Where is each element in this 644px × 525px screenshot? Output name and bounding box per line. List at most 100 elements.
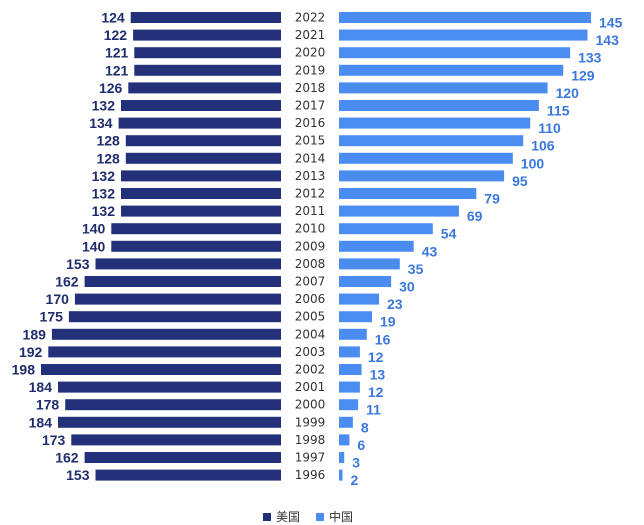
bar-cn-2014 xyxy=(339,152,513,164)
bar-us-2021 xyxy=(133,29,281,41)
legend-swatch-us xyxy=(263,513,271,521)
value-label-cn-2001: 12 xyxy=(368,384,384,400)
bar-cn-2021 xyxy=(339,29,588,41)
value-label-us-2012: 132 xyxy=(92,186,116,202)
bar-us-2018 xyxy=(128,82,281,94)
bar-cn-1997 xyxy=(339,452,345,463)
year-label-2005: 2005 xyxy=(295,310,326,324)
bar-us-2017 xyxy=(121,100,281,111)
value-label-cn-1999: 8 xyxy=(361,419,369,435)
value-label-cn-2012: 79 xyxy=(484,191,500,207)
bar-cn-2007 xyxy=(339,276,392,287)
bar-cn-2011 xyxy=(339,205,459,217)
bar-us-1996 xyxy=(95,469,281,481)
bars-layer xyxy=(41,12,591,481)
value-label-cn-2009: 43 xyxy=(422,243,438,259)
value-label-cn-2006: 23 xyxy=(387,296,403,312)
bar-us-1999 xyxy=(58,416,281,428)
value-label-cn-2000: 11 xyxy=(366,402,381,418)
year-label-2003: 2003 xyxy=(295,345,326,359)
value-label-us-2015: 128 xyxy=(96,133,120,149)
bar-us-2007 xyxy=(84,276,281,287)
value-label-cn-2019: 129 xyxy=(571,67,595,83)
year-label-1999: 1999 xyxy=(295,415,326,429)
year-label-2016: 2016 xyxy=(295,116,326,130)
value-label-us-2018: 126 xyxy=(99,80,123,96)
value-label-us-1996: 153 xyxy=(66,467,90,483)
year-label-2008: 2008 xyxy=(295,257,326,271)
value-label-cn-2014: 100 xyxy=(521,155,545,171)
bar-us-1997 xyxy=(84,452,281,463)
legend-label-cn: 中国 xyxy=(329,509,353,524)
value-label-cn-2005: 19 xyxy=(380,314,396,330)
value-label-us-2014: 128 xyxy=(96,150,120,166)
year-label-2013: 2013 xyxy=(295,169,326,183)
value-label-cn-2018: 120 xyxy=(556,85,580,101)
value-label-cn-2004: 16 xyxy=(375,331,391,347)
bar-us-2015 xyxy=(125,135,281,147)
value-label-cn-1996: 2 xyxy=(351,472,359,488)
legend-swatch-cn xyxy=(316,513,324,521)
bar-cn-2019 xyxy=(339,64,564,76)
year-label-2006: 2006 xyxy=(295,292,326,306)
value-label-cn-2020: 133 xyxy=(578,50,602,66)
year-label-1998: 1998 xyxy=(295,433,326,447)
year-label-2002: 2002 xyxy=(295,363,326,377)
value-label-us-2008: 153 xyxy=(66,256,90,272)
year-label-2022: 2022 xyxy=(295,11,326,25)
bar-us-2002 xyxy=(41,364,281,375)
value-label-us-1999: 184 xyxy=(29,414,53,430)
bar-cn-2008 xyxy=(339,258,400,270)
value-label-us-2011: 132 xyxy=(92,203,116,219)
bar-us-2001 xyxy=(58,381,281,393)
value-label-cn-2017: 115 xyxy=(547,103,570,119)
bar-us-2019 xyxy=(134,64,281,76)
value-label-us-2006: 170 xyxy=(46,291,70,307)
year-label-2007: 2007 xyxy=(295,275,326,289)
bar-cn-1996 xyxy=(339,469,343,481)
value-label-cn-2021: 143 xyxy=(596,32,620,48)
value-label-cn-2022: 145 xyxy=(599,15,623,31)
value-label-us-2016: 134 xyxy=(89,115,113,131)
year-label-2021: 2021 xyxy=(295,28,326,42)
year-label-1996: 1996 xyxy=(295,468,326,482)
value-label-cn-2003: 12 xyxy=(368,349,384,365)
bar-us-2006 xyxy=(74,293,282,305)
year-label-2018: 2018 xyxy=(295,81,326,95)
value-label-cn-2002: 13 xyxy=(370,367,386,383)
value-label-cn-2008: 35 xyxy=(408,261,424,277)
year-label-2001: 2001 xyxy=(295,380,326,394)
bar-cn-2016 xyxy=(339,117,531,129)
value-label-cn-2013: 95 xyxy=(512,173,528,189)
bar-us-2004 xyxy=(51,328,282,340)
year-label-2015: 2015 xyxy=(295,134,326,148)
bar-us-2009 xyxy=(111,240,281,252)
bar-us-2012 xyxy=(121,188,281,199)
year-label-2019: 2019 xyxy=(295,63,326,77)
value-label-cn-1997: 3 xyxy=(352,455,360,471)
year-label-2010: 2010 xyxy=(295,222,326,236)
year-label-2000: 2000 xyxy=(295,398,326,412)
bar-cn-2003 xyxy=(339,346,360,358)
bar-cn-2001 xyxy=(339,381,360,393)
bar-cn-2013 xyxy=(339,170,505,182)
bar-cn-2009 xyxy=(339,240,414,252)
value-label-us-2022: 124 xyxy=(101,10,125,26)
value-label-us-2020: 121 xyxy=(105,45,129,61)
value-label-cn-2016: 110 xyxy=(538,120,561,136)
year-label-1997: 1997 xyxy=(295,451,326,465)
bar-us-2011 xyxy=(121,205,281,217)
value-label-cn-1998: 6 xyxy=(357,437,365,453)
year-label-2004: 2004 xyxy=(295,327,326,341)
value-label-cn-2010: 54 xyxy=(441,226,457,242)
value-label-us-1998: 173 xyxy=(42,432,66,448)
bar-cn-2022 xyxy=(339,12,591,23)
value-label-us-2002: 198 xyxy=(12,362,36,378)
value-label-us-2009: 140 xyxy=(82,238,106,254)
bar-cn-2010 xyxy=(339,223,433,235)
value-label-us-2001: 184 xyxy=(29,379,53,395)
year-label-2012: 2012 xyxy=(295,187,326,201)
value-label-cn-2011: 69 xyxy=(467,208,483,224)
bar-us-2020 xyxy=(134,47,281,59)
